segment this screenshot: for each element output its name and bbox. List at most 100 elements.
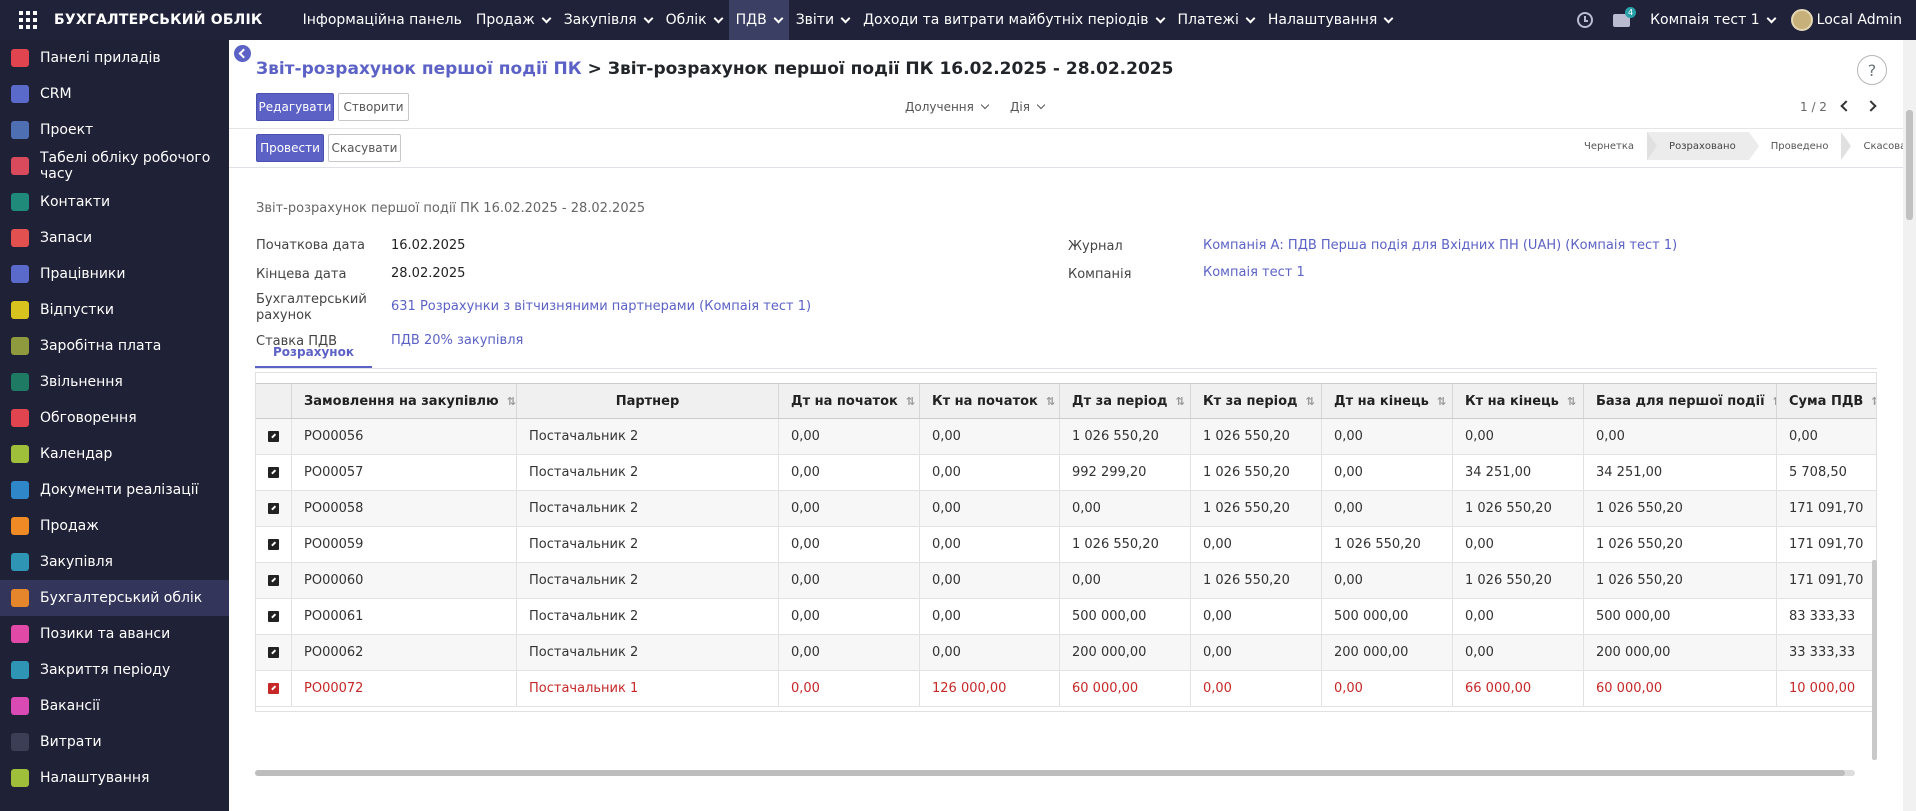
sidebar-item[interactable]: Проект [0,112,229,148]
open-record-cell[interactable] [256,635,292,670]
attachments-dropdown[interactable]: Долучення [905,100,990,114]
sidebar-item[interactable]: CRM [0,76,229,112]
table-row[interactable]: PO00059 Постачальник 2 0,00 0,00 1 026 550,2… [256,527,1876,563]
external-link-icon[interactable] [268,575,279,586]
table-row[interactable]: PO00060 Постачальник 2 0,00 0,00 0,00 1 026 5… [256,563,1876,599]
action-dropdown[interactable]: Дія [1010,100,1046,114]
top-menu-item[interactable]: Налаштування [1261,0,1399,40]
sidebar-item[interactable]: Вакансії [0,688,229,724]
sort-icon[interactable]: ⇅ [905,394,916,408]
user-menu[interactable]: Local Admin [1816,12,1902,28]
status-stage[interactable]: Розраховано [1647,132,1759,160]
open-record-cell[interactable] [256,599,292,634]
tab-calculation[interactable]: Розрахунок [255,337,372,368]
column-header[interactable]: Партнер [517,384,779,418]
table-row[interactable]: PO00057 Постачальник 2 0,00 0,00 992 299,20 1… [256,455,1876,491]
column-header[interactable]: Сума ПДВ ⇅ [1777,384,1876,418]
vertical-scrollbar-thumb[interactable] [1906,110,1913,220]
open-record-cell[interactable] [256,671,292,706]
table-vertical-scrollbar[interactable] [1872,560,1877,760]
table-row[interactable]: PO00072 Постачальник 1 0,00 126 000,00 60 00… [256,671,1876,707]
sidebar-item[interactable]: Заробітна плата [0,328,229,364]
sidebar-item[interactable]: Запаси [0,220,229,256]
column-header[interactable]: База для першої події ⇅ [1584,384,1777,418]
external-link-icon[interactable] [268,539,279,550]
top-menu-item[interactable]: Доходи та витрати майбутніх періодів [856,0,1170,40]
sidebar-item[interactable]: Документи реалізації [0,472,229,508]
company-link[interactable]: Компаія тест 1 [1203,265,1305,280]
sidebar-item[interactable]: Табелі обліку робочого часу [0,148,229,184]
sort-icon[interactable]: ⇅ [1566,394,1577,408]
activity-clock-icon[interactable] [1577,12,1594,28]
column-header[interactable]: Дт на кінець ⇅ [1322,384,1453,418]
external-link-icon[interactable] [268,611,279,622]
sidebar-item[interactable]: Відпустки [0,292,229,328]
post-button[interactable]: Провести [256,134,324,162]
table-row[interactable]: PO00058 Постачальник 2 0,00 0,00 0,00 1 026 5… [256,491,1876,527]
edit-button[interactable]: Редагувати [256,93,334,121]
horizontal-scrollbar[interactable] [255,770,1855,776]
sort-icon[interactable]: ⇅ [1871,395,1876,408]
journal-link[interactable]: Компанія А: ПДВ Перша подія для Вхідних … [1203,238,1678,253]
table-row[interactable]: PO00062 Постачальник 2 0,00 0,00 200 000,00 0… [256,635,1876,671]
vat-rate-link[interactable]: ПДВ 20% закупівля [391,333,524,348]
pager-value[interactable]: 1 / 2 [1800,100,1827,114]
account-link[interactable]: 631 Розрахунки з вітчизняними партнерами… [391,299,812,314]
sort-icon[interactable]: ⇅ [1436,394,1447,408]
help-button[interactable]: ? [1857,55,1887,85]
sidebar-item[interactable]: Витрати [0,724,229,760]
sidebar-item[interactable]: Налаштування [0,760,229,796]
company-switcher[interactable]: Компаія тест 1 [1650,12,1777,28]
column-header[interactable]: Дт на початок ⇅ [779,384,920,418]
sort-icon[interactable]: ⇅ [1305,394,1315,408]
external-link-icon[interactable] [268,467,279,478]
sidebar-item[interactable]: Закупівля [0,544,229,580]
sidebar-item[interactable]: Панелі приладів [0,40,229,76]
cancel-button[interactable]: Скасувати [328,134,401,162]
apps-grid-icon[interactable] [19,11,37,29]
pager-previous-icon[interactable] [1840,100,1852,112]
external-link-icon[interactable] [268,503,279,514]
back-arrow-icon[interactable] [234,45,251,62]
top-menu-item[interactable]: Звіти [789,0,856,40]
pager-next-icon[interactable] [1865,100,1877,112]
sidebar-item[interactable]: Календар [0,436,229,472]
column-header[interactable]: Кт на початок ⇅ [920,384,1060,418]
open-record-cell[interactable] [256,491,292,526]
sidebar-item[interactable]: Контакти [0,184,229,220]
chat-icon[interactable]: 4 [1613,6,1637,27]
column-header[interactable]: Кт за період ⇅ [1191,384,1322,418]
sort-icon[interactable]: ⇅ [1773,395,1776,408]
open-record-cell[interactable] [256,419,292,454]
sidebar-item[interactable]: Позики та аванси [0,616,229,652]
create-button[interactable]: Створити [338,93,409,121]
sidebar-item[interactable]: Звільнення [0,364,229,400]
avatar[interactable] [1790,9,1813,31]
status-stage[interactable]: Чернетка [1562,132,1658,160]
top-menu-item[interactable]: Платежі [1171,0,1261,40]
column-header[interactable]: Кт на кінець ⇅ [1453,384,1584,418]
sidebar-item[interactable]: Закриття періоду [0,652,229,688]
top-menu-item[interactable]: Облік [659,0,729,40]
table-row[interactable]: PO00056 Постачальник 2 0,00 0,00 1 026 550,2… [256,419,1876,455]
external-link-icon[interactable] [268,647,279,658]
sort-icon[interactable]: ⇅ [506,394,516,408]
status-stage[interactable]: Проведено [1748,132,1852,160]
top-menu-item[interactable]: Закупівля [557,0,659,40]
sidebar-item[interactable]: Працівники [0,256,229,292]
sidebar-item[interactable]: Продаж [0,508,229,544]
sidebar-item[interactable]: Обговорення [0,400,229,436]
breadcrumb-parent-link[interactable]: Звіт-розрахунок першої події ПК [256,59,582,79]
vertical-scrollbar[interactable] [1903,40,1916,811]
top-menu-item[interactable]: ПДВ [728,0,789,40]
app-brand[interactable]: БУХГАЛТЕРСЬКИЙ ОБЛІК [54,12,263,28]
open-record-cell[interactable] [256,527,292,562]
external-link-icon[interactable] [268,431,279,442]
column-header[interactable]: Дт за період ⇅ [1060,384,1191,418]
sort-icon[interactable]: ⇅ [1045,394,1056,408]
sidebar-item[interactable]: Бухгалтерський облік [0,580,229,616]
open-record-cell[interactable] [256,563,292,598]
external-link-icon[interactable] [268,683,279,694]
column-header[interactable]: Замовлення на закупівлю ⇅ [292,384,517,418]
top-menu-item[interactable]: Інформаційна панель [296,0,469,40]
